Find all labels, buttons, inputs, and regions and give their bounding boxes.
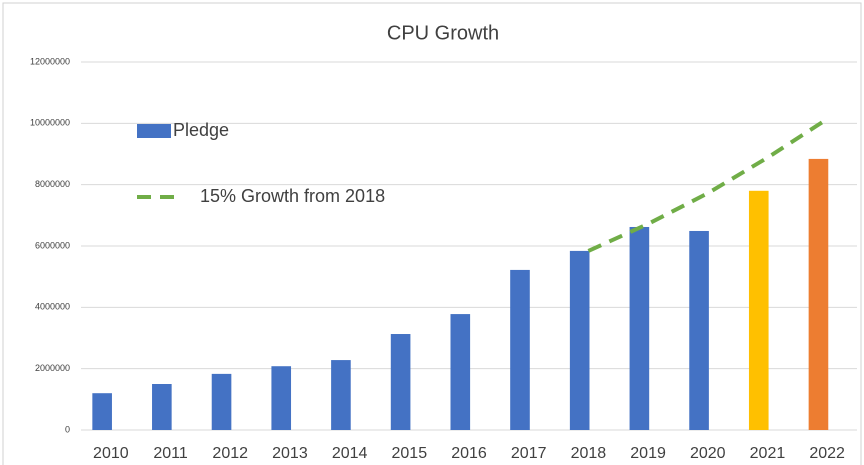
x-tick-label: 2020 (690, 445, 726, 462)
bar (331, 360, 351, 430)
bar (689, 230, 709, 430)
y-tick-label: 12000000 (30, 56, 70, 66)
bar (92, 393, 112, 430)
x-tick-label: 2017 (511, 445, 547, 462)
bar (390, 334, 411, 430)
x-tick-label: 2012 (212, 445, 248, 462)
x-tick-label: 2021 (750, 445, 786, 462)
x-tick-label: 2011 (153, 445, 188, 462)
x-tick-label: 2014 (332, 445, 368, 462)
y-tick-label: 8000000 (35, 179, 70, 189)
y-tick-label: 0 (65, 424, 70, 434)
y-tick-label: 2000000 (35, 363, 70, 373)
legend-swatch (137, 124, 171, 138)
bar (569, 250, 590, 430)
y-tick-label: 4000000 (35, 302, 70, 312)
legend-label: Pledge (173, 120, 229, 140)
x-tick-label: 2010 (93, 445, 129, 462)
chart-title: CPU Growth (387, 22, 499, 44)
bar (450, 314, 471, 430)
x-tick-label: 2018 (571, 445, 607, 462)
bar (211, 373, 232, 430)
bar (748, 190, 769, 430)
legend-label: 15% Growth from 2018 (200, 186, 385, 206)
bar (152, 384, 172, 430)
bar (271, 366, 292, 430)
y-tick-label: 10000000 (30, 118, 70, 128)
bar (808, 158, 829, 430)
x-tick-label: 2015 (392, 445, 428, 462)
bar (510, 269, 530, 430)
x-tick-label: 2016 (451, 445, 487, 462)
x-tick-label: 2013 (272, 445, 308, 462)
bar (629, 226, 650, 430)
y-tick-label: 6000000 (35, 240, 70, 250)
x-tick-label: 2022 (809, 445, 845, 462)
x-tick-label: 2019 (630, 445, 666, 462)
